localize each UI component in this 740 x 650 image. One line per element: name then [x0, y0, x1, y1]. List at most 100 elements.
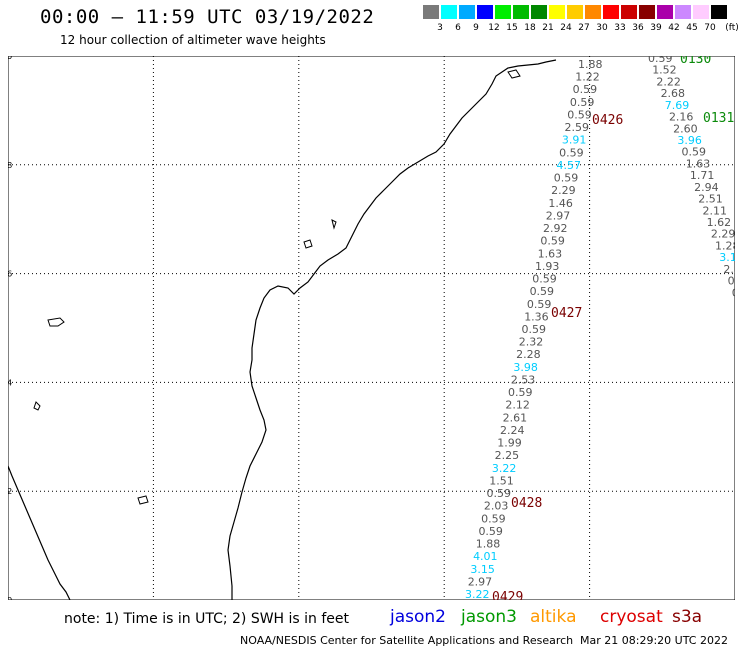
legend-label: 70	[704, 23, 716, 33]
legend-swatch	[603, 5, 619, 19]
wave-height-value: 0.59	[570, 96, 595, 109]
legend-swatch	[585, 5, 601, 19]
wave-height-value: 0.59	[532, 273, 557, 286]
legend-swatch	[675, 5, 691, 19]
satellite-jason2: jason2	[390, 607, 446, 627]
legend-label: 45	[686, 23, 698, 33]
gridlines	[8, 56, 735, 600]
legend-label: 21	[542, 23, 554, 33]
legend-swatch	[441, 5, 457, 19]
legend-label: 39	[650, 23, 662, 33]
wave-height-value: 3.91	[562, 134, 587, 147]
wave-height-value: 0.59	[508, 386, 533, 399]
legend-swatch	[477, 5, 493, 19]
axis-ticks: 201816141210757881848790	[8, 56, 12, 600]
y-tick-label: 18	[8, 161, 12, 170]
legend-swatch	[711, 5, 727, 19]
wave-height-value: 2.51	[698, 193, 723, 206]
wave-height-value: 3.22	[465, 588, 490, 600]
page-title: 00:00 – 11:59 UTC 03/19/2022	[40, 6, 375, 28]
wave-height-value: 1.36	[524, 310, 549, 323]
wave-height-value: 0.59	[530, 285, 555, 298]
wave-height-value: 1.93	[535, 260, 560, 273]
coastline	[227, 59, 557, 600]
y-tick-label: 20	[8, 56, 12, 61]
wave-height-value: 2.97	[546, 209, 571, 222]
legend-swatch	[567, 5, 583, 19]
wave-height-value: 2.29	[711, 228, 735, 241]
island-5	[331, 219, 337, 230]
wave-height-value: 0.59	[481, 512, 506, 525]
wave-height-value: 0.59	[648, 56, 673, 65]
wave-height-value: 0.59	[478, 525, 503, 538]
y-tick-label: 14	[8, 378, 12, 387]
wave-height-value: 0.59	[527, 298, 552, 311]
wave-height-value: 2.16	[669, 111, 694, 124]
wave-height-value: 1.62	[707, 216, 732, 229]
pass-time-label: 0428	[511, 496, 542, 511]
legend-label: 12	[488, 23, 500, 33]
wave-height-value: 4.57	[556, 159, 581, 172]
wave-height-value: 2.11	[702, 204, 727, 217]
satellite-cryosat: cryosat	[600, 607, 663, 627]
wave-height-value: 0.59	[522, 323, 547, 336]
wave-height-value: 2.3	[723, 263, 735, 276]
wave-height-value: 2.97	[468, 575, 493, 588]
wave-height-value: 2.68	[661, 87, 686, 100]
altimeter-tracks: 1.881.220.590.590.592.593.910.594.570.59…	[465, 56, 735, 600]
wave-height-value: 1.46	[548, 197, 573, 210]
map-canvas: 201816141210757881848790 1.881.220.590.5…	[8, 56, 735, 600]
wave-height-value: 3.98	[513, 361, 538, 374]
wave-height-value: 1.28	[715, 239, 735, 252]
wave-height-value: 1.88	[578, 58, 603, 71]
wave-height-value: 0.59	[559, 146, 584, 159]
legend-label: 3	[437, 23, 443, 33]
wave-height-value: 4.01	[473, 550, 498, 563]
island-4	[303, 239, 313, 249]
legend-label: 42	[668, 23, 680, 33]
wave-height-value: 2.61	[503, 411, 527, 424]
island-1	[47, 317, 65, 327]
pass-time-label: 0426	[592, 113, 623, 128]
legend-swatch	[693, 5, 709, 19]
legend-swatch	[531, 5, 547, 19]
legend-unit: (ft)	[725, 23, 739, 33]
wave-height-value: 0	[732, 286, 735, 299]
legend-label: 27	[578, 23, 590, 33]
wave-height-value: 2.25	[495, 449, 519, 462]
legend-label: 30	[596, 23, 608, 33]
wave-height-value: 2.22	[656, 75, 681, 88]
wave-height-value: 2.53	[511, 373, 536, 386]
wave-height-value: 0.59	[567, 108, 592, 121]
legend-label: 33	[614, 23, 626, 33]
wave-height-value: 2.60	[673, 122, 698, 135]
legend-swatch	[459, 5, 475, 19]
wave-height-value: 1.22	[575, 71, 600, 84]
wave-height-value: 3.22	[492, 462, 517, 475]
y-tick-label: 10	[8, 596, 12, 600]
wave-height-value: 0.59	[573, 83, 598, 96]
page-subtitle: 12 hour collection of altimeter wave hei…	[60, 33, 326, 47]
wave-height-value: 0.59	[487, 487, 512, 500]
legend-swatch	[495, 5, 511, 19]
wave-height-value: 0.59	[682, 146, 707, 159]
wave-height-value: 2.59	[565, 121, 590, 134]
legend-label: 15	[506, 23, 518, 33]
wave-height-value: 1.63	[686, 157, 711, 170]
legend-swatch	[513, 5, 529, 19]
wave-height-value: 2.92	[543, 222, 568, 235]
wave-height-value: 2.24	[500, 424, 525, 437]
legend-label: 36	[632, 23, 644, 33]
wave-height-value: 1.52	[652, 64, 677, 77]
credit-timestamp: Mar 21 08:29:20 UTC 2022	[580, 634, 728, 647]
wave-height-value: 0.5	[728, 275, 735, 288]
wave-height-value: 2.28	[516, 348, 541, 361]
wave-height-value: 1.63	[538, 247, 563, 260]
legend-label: 6	[455, 23, 461, 33]
west-coast	[8, 465, 71, 600]
satellite-jason3: jason3	[461, 607, 517, 627]
wave-height-value: 3.15	[470, 563, 495, 576]
wave-height-value: 7.69	[665, 99, 690, 112]
map-frame	[8, 56, 735, 600]
y-tick-label: 12	[8, 487, 12, 496]
